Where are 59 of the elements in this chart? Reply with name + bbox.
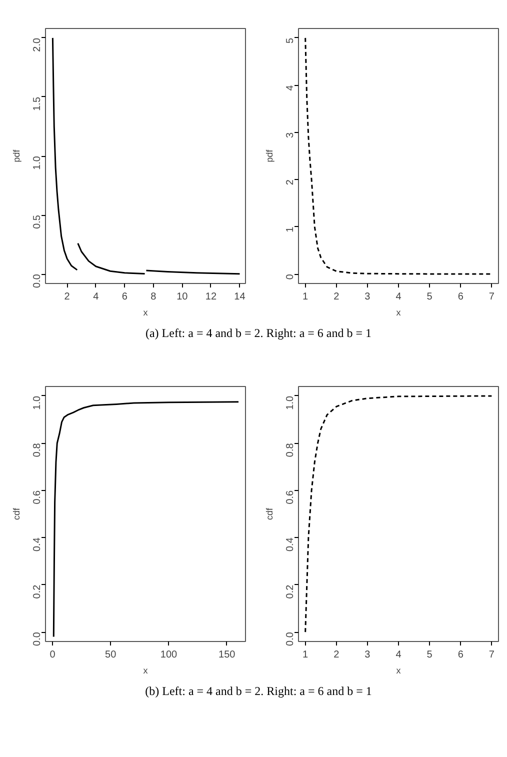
y-axis-title: cdf — [12, 508, 22, 520]
x-axis-title: x — [396, 666, 402, 676]
x-tick-label: 5 — [426, 650, 433, 660]
x-tick-label: 6 — [458, 650, 464, 660]
x-tick-label: 14 — [234, 292, 246, 302]
x-tick-label: 150 — [218, 650, 236, 660]
x-tick-label: 1 — [302, 292, 309, 302]
x-tick-label: 0 — [50, 650, 56, 660]
x-axis-title: x — [396, 308, 402, 318]
x-tick-label: 10 — [176, 292, 188, 302]
y-tick-label: 0.2 — [32, 584, 43, 599]
x-axis-title: x — [143, 308, 148, 318]
y-tick-label: 1.0 — [32, 156, 43, 170]
x-tick-label: 4 — [396, 650, 402, 660]
x-tick-label: 1 — [302, 650, 309, 660]
y-tick-label: 0.6 — [32, 490, 43, 504]
x-tick-label: 2 — [334, 650, 340, 660]
x-tick-label: 50 — [105, 650, 117, 660]
y-tick-label: 0 — [285, 274, 296, 280]
x-tick-label: 5 — [426, 292, 433, 302]
x-tick-label: 3 — [364, 292, 371, 302]
y-axis-title: pdf — [12, 149, 22, 162]
x-tick-label: 4 — [93, 292, 100, 302]
x-axis-title: x — [143, 666, 148, 676]
y-tick-label: 0.4 — [32, 537, 43, 552]
x-tick-label: 2 — [64, 292, 70, 302]
x-tick-label: 12 — [205, 292, 217, 302]
y-tick-label: 1.5 — [32, 96, 43, 111]
text: (b) Left: a = 4 and b = 2. Right: a = 6 and b = 1 — [145, 683, 372, 700]
y-tick-label: 0.2 — [285, 584, 296, 599]
x-tick-label: 8 — [150, 292, 157, 302]
y-tick-label: 2.0 — [32, 38, 43, 52]
y-tick-label: 1.0 — [32, 396, 43, 410]
y-tick-label: 1.0 — [285, 396, 296, 410]
line-series — [304, 37, 492, 275]
y-axis-title: pdf — [264, 149, 274, 162]
y-tick-label: 0.0 — [285, 632, 296, 646]
y-tick-label: 3 — [285, 132, 296, 138]
y-tick-label: 0.8 — [285, 442, 296, 458]
x-tick-label: 100 — [160, 650, 178, 660]
y-tick-label: 1 — [285, 226, 296, 232]
y-tick-label: 0.0 — [32, 274, 43, 288]
x-tick-label: 3 — [364, 650, 371, 660]
y-tick-label: 0.8 — [32, 442, 43, 458]
x-tick-label: 4 — [396, 292, 402, 302]
x-tick-label: 7 — [488, 292, 495, 302]
x-tick-label: 6 — [458, 292, 464, 302]
x-tick-label: 7 — [488, 650, 495, 660]
y-tick-label: 4 — [285, 84, 296, 91]
y-tick-label: 0.0 — [32, 632, 43, 646]
y-tick-label: 0.5 — [32, 214, 43, 229]
y-axis-title: cdf — [264, 508, 274, 520]
y-tick-label: 0.6 — [285, 490, 296, 504]
y-tick-label: 5 — [285, 38, 296, 44]
y-tick-label: 0.4 — [285, 537, 296, 552]
y-tick-label: 2 — [285, 179, 296, 186]
x-tick-label: 2 — [334, 292, 340, 302]
text: (a) Left: a = 4 and b = 2. Right: a = 6 and b = 1 — [145, 325, 372, 342]
x-tick-label: 6 — [122, 292, 128, 302]
